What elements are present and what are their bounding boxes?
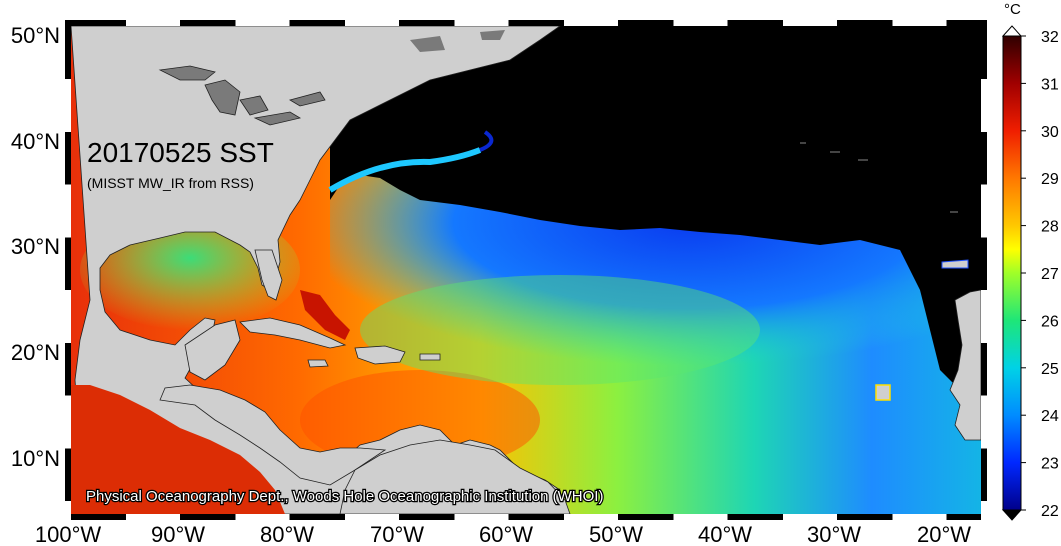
lon-label: 40°W	[698, 522, 752, 546]
island-canary	[941, 259, 969, 269]
colorbar-top-arrow	[1001, 25, 1023, 37]
island-hispaniola	[354, 345, 406, 365]
lat-label: 50°N	[11, 23, 60, 48]
colorbar-ticks: 32 31 30 29 28 27 26 25 24 23 22	[1021, 29, 1059, 520]
central-america	[159, 384, 387, 486]
lon-label: 60°W	[479, 522, 533, 546]
lat-label: 20°N	[11, 340, 60, 365]
lon-label: 70°W	[370, 522, 424, 546]
bahamas-shelf	[300, 290, 350, 340]
colorbar-unit: °C	[1004, 1, 1021, 18]
great-lakes	[158, 65, 326, 126]
colorbar-tick-label: 31	[1041, 76, 1059, 93]
lon-label: 50°W	[589, 522, 643, 546]
map-title: 20170525 SST	[87, 137, 274, 168]
land-africa	[949, 289, 981, 441]
canada-lakes	[410, 30, 505, 52]
colorbar-tick-label: 24	[1041, 408, 1059, 425]
gulf-stream-edge	[479, 130, 494, 152]
lon-label: 30°W	[807, 522, 861, 546]
map-field	[71, 26, 981, 514]
colorbar-tick-label: 22	[1041, 503, 1059, 520]
land-south-america	[339, 439, 571, 514]
island-cape-verde	[875, 384, 891, 401]
credit-line: Physical Oceanography Dept., Woods Hole …	[86, 488, 603, 505]
island-cuba	[239, 317, 347, 349]
latitude-labels: 50°N 40°N 30°N 20°N 10°N	[11, 23, 60, 471]
colorbar-bottom-arrow	[1001, 509, 1023, 521]
lon-label: 80°W	[260, 522, 314, 546]
longitude-labels: 100°W 90°W 80°W 70°W 60°W 50°W 40°W 30°W 20°W	[35, 522, 971, 546]
map-subtitle: (MISST MW_IR from RSS)	[87, 175, 254, 191]
lon-label: 20°W	[917, 522, 971, 546]
land-florida	[254, 249, 283, 301]
lat-label: 10°N	[11, 446, 60, 471]
colorbar: °C 32 31 30 29 28 27 26 25 24 23 22	[1001, 1, 1059, 521]
colorbar-tick-label: 32	[1041, 29, 1059, 46]
colorbar-tick-label: 29	[1041, 171, 1059, 188]
no-data-region	[330, 26, 981, 390]
colorbar-ramp	[1002, 35, 1022, 511]
colorbar-tick-label: 30	[1041, 124, 1059, 141]
island-jamaica	[307, 359, 329, 368]
lon-label: 90°W	[151, 522, 205, 546]
island-puerto-rico	[419, 353, 441, 361]
lon-label: 100°W	[35, 522, 102, 546]
lat-label: 30°N	[11, 234, 60, 259]
colorbar-tick-label: 28	[1041, 219, 1059, 236]
sst-green-band	[360, 275, 760, 385]
colorbar-tick-label: 25	[1041, 361, 1059, 378]
colorbar-tick-label: 27	[1041, 266, 1059, 283]
pacific-ocean	[71, 385, 285, 514]
lat-label: 40°N	[11, 129, 60, 154]
island-azores	[800, 142, 958, 213]
land-yucatan	[184, 319, 241, 381]
colorbar-tick-label: 23	[1041, 456, 1059, 473]
colorbar-tick-label: 26	[1041, 313, 1059, 330]
gulf-stream-jet	[328, 147, 482, 193]
